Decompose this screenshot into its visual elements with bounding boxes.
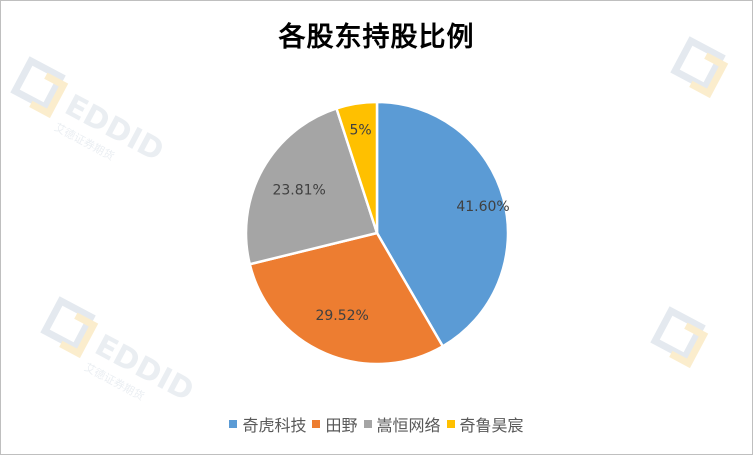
legend-label: 嵩恒网络 [376, 416, 441, 435]
pie-slice [248, 231, 445, 366]
legend: 奇虎科技 田野 嵩恒网络 奇鲁昊宸 [1, 412, 752, 436]
legend-label: 奇鲁昊宸 [459, 416, 524, 435]
legend-swatch [363, 420, 372, 428]
slice-data-label: 5% [349, 122, 371, 138]
pie-slice [244, 106, 379, 266]
pie-slice [334, 100, 379, 234]
legend-swatch [446, 420, 455, 428]
slice-data-label: 29.52% [315, 308, 368, 324]
legend-label: 田野 [325, 416, 358, 435]
legend-swatch [312, 420, 321, 428]
legend-item: 奇虎科技 [229, 412, 306, 436]
slice-data-label: 41.60% [456, 199, 509, 215]
pie-slice [375, 100, 510, 349]
slice-data-label: 23.81% [272, 183, 325, 199]
legend-label: 奇虎科技 [242, 416, 307, 435]
chart-title: 各股东持股比例 [278, 22, 475, 53]
legend-swatch [229, 420, 238, 428]
legend-item: 奇鲁昊宸 [446, 412, 524, 436]
legend-item: 田野 [312, 412, 358, 436]
legend-item: 嵩恒网络 [363, 412, 441, 436]
